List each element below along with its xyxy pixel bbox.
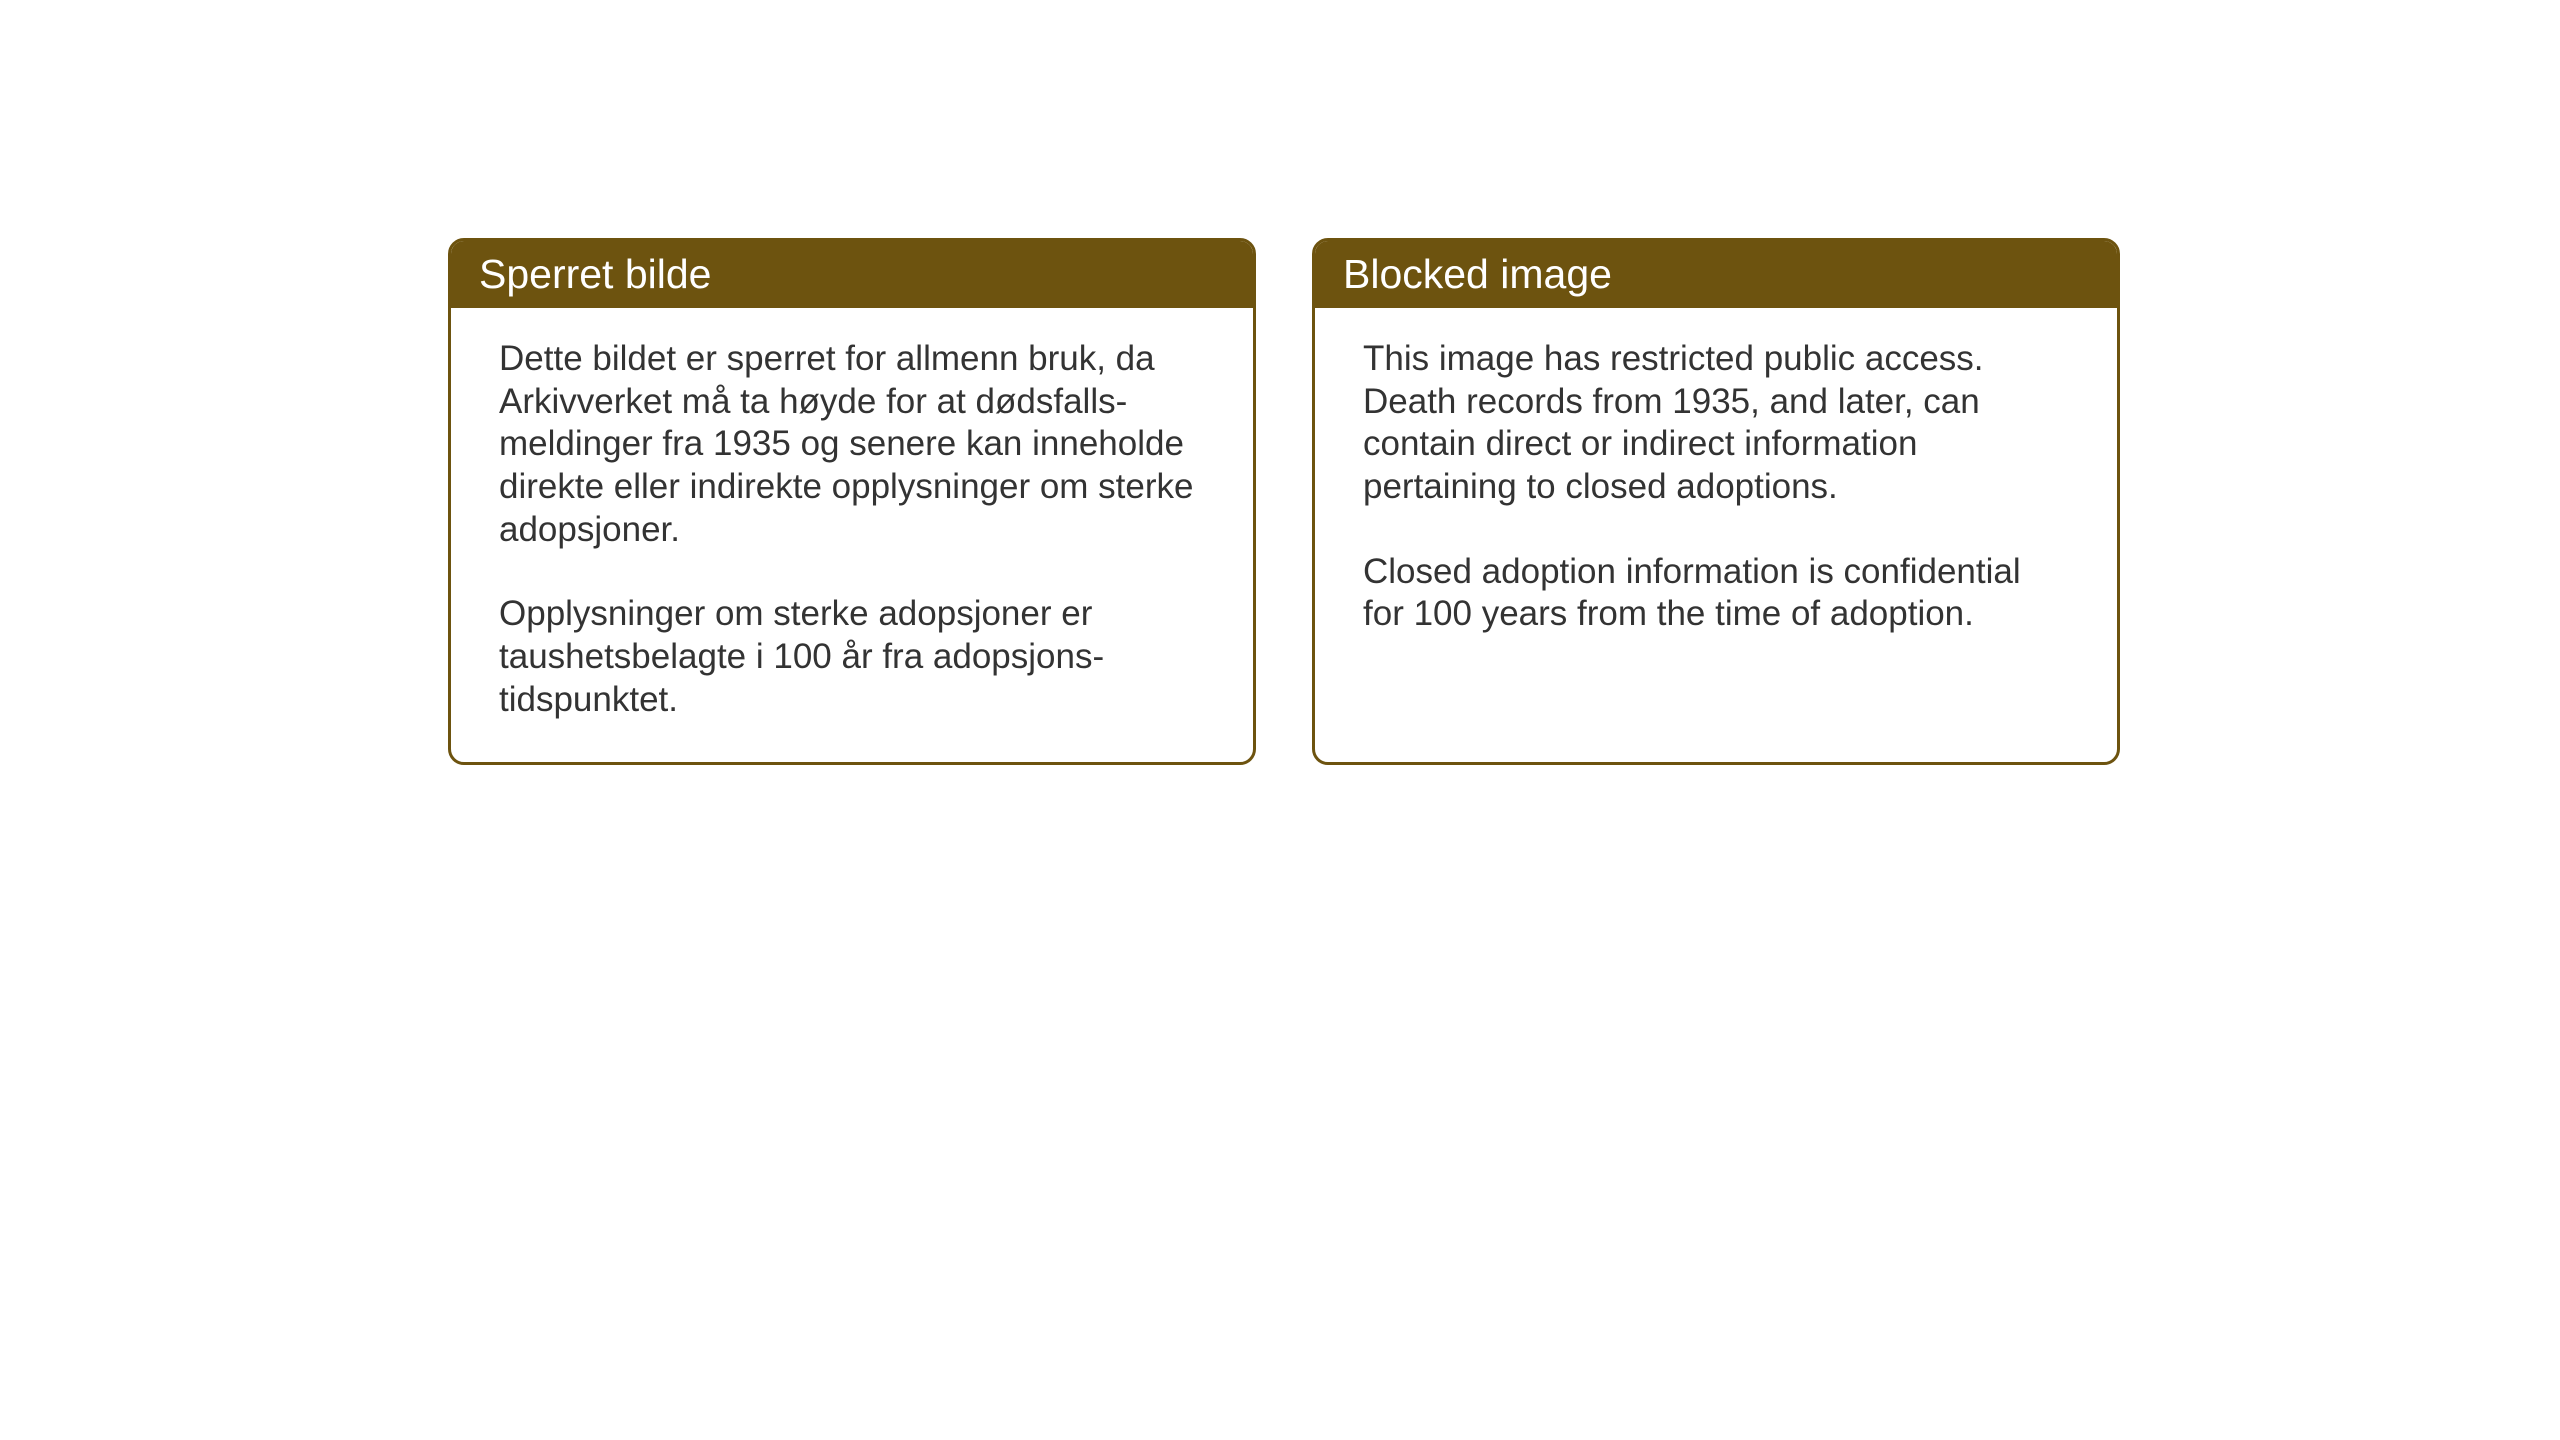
notice-paragraph1-english: This image has restricted public access.… (1363, 338, 2069, 509)
notice-title-english: Blocked image (1343, 251, 1612, 297)
notice-header-english: Blocked image (1315, 241, 2117, 308)
notice-paragraph2-norwegian: Opplysninger om sterke adopsjoner er tau… (499, 593, 1205, 721)
notice-body-norwegian: Dette bildet er sperret for allmenn bruk… (451, 308, 1253, 762)
notice-body-english: This image has restricted public access.… (1315, 308, 2117, 720)
notice-header-norwegian: Sperret bilde (451, 241, 1253, 308)
notice-box-english: Blocked image This image has restricted … (1312, 238, 2120, 765)
notice-box-norwegian: Sperret bilde Dette bildet er sperret fo… (448, 238, 1256, 765)
notice-title-norwegian: Sperret bilde (479, 251, 711, 297)
notice-paragraph2-english: Closed adoption information is confident… (1363, 551, 2069, 636)
notice-container: Sperret bilde Dette bildet er sperret fo… (448, 238, 2120, 765)
notice-paragraph1-norwegian: Dette bildet er sperret for allmenn bruk… (499, 338, 1205, 551)
